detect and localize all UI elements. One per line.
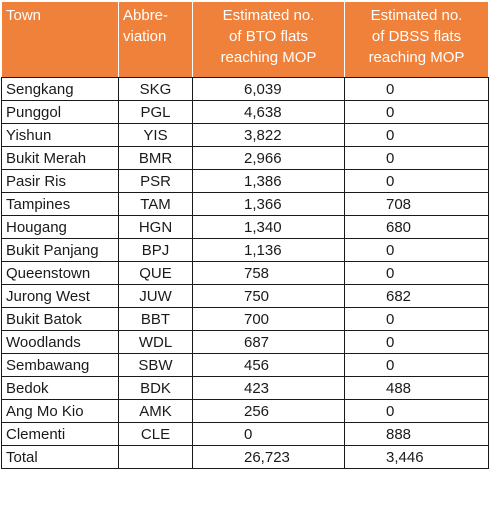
abbreviation-cell: WDL <box>118 330 193 354</box>
town-cell: Bukit Merah <box>1 146 119 170</box>
bto-flats-cell: 4,638 <box>192 100 345 124</box>
mop-flats-table: Town Abbre-viation Estimated no. of BTO f… <box>1 1 489 469</box>
dbss-flats-cell: 488 <box>344 376 489 400</box>
bto-flats-cell: 1,340 <box>192 215 345 239</box>
dbss-flats-cell: 0 <box>344 399 489 423</box>
dbss-flats-cell: 0 <box>344 100 489 124</box>
abbreviation-cell: PSR <box>118 169 193 193</box>
town-cell: Queenstown <box>1 261 119 285</box>
dbss-flats-cell: 888 <box>344 422 489 446</box>
header-town: Town <box>1 1 119 78</box>
bto-flats-cell: 687 <box>192 330 345 354</box>
table-row: Ang Mo Kio AMK 256 0 <box>1 399 489 423</box>
table-row: Clementi CLE 0 888 <box>1 422 489 446</box>
town-cell: Tampines <box>1 192 119 216</box>
abbreviation-cell <box>118 445 193 469</box>
abbreviation-cell: BBT <box>118 307 193 331</box>
abbreviation-cell: TAM <box>118 192 193 216</box>
table-row: Bukit Merah BMR 2,966 0 <box>1 146 489 170</box>
dbss-flats-cell: 0 <box>344 123 489 147</box>
bto-flats-cell: 750 <box>192 284 345 308</box>
abbreviation-cell: CLE <box>118 422 193 446</box>
abbreviation-cell: BMR <box>118 146 193 170</box>
town-cell: Sembawang <box>1 353 119 377</box>
bto-flats-cell: 1,366 <box>192 192 345 216</box>
table-row: Pasir Ris PSR 1,386 0 <box>1 169 489 193</box>
total-row: Total 26,723 3,446 <box>1 445 489 469</box>
abbreviation-cell: SBW <box>118 353 193 377</box>
abbreviation-cell: SKG <box>118 77 193 101</box>
dbss-flats-cell: 682 <box>344 284 489 308</box>
dbss-flats-cell: 0 <box>344 353 489 377</box>
bto-flats-cell: 1,386 <box>192 169 345 193</box>
town-cell: Hougang <box>1 215 119 239</box>
dbss-flats-cell: 0 <box>344 77 489 101</box>
bto-flats-cell: 256 <box>192 399 345 423</box>
table-row: Bukit Batok BBT 700 0 <box>1 307 489 331</box>
dbss-flats-cell: 0 <box>344 261 489 285</box>
header-row: Town Abbre-viation Estimated no. of BTO f… <box>1 1 489 78</box>
dbss-flats-cell: 0 <box>344 330 489 354</box>
town-cell: Pasir Ris <box>1 169 119 193</box>
dbss-flats-cell: 0 <box>344 169 489 193</box>
abbreviation-cell: AMK <box>118 399 193 423</box>
town-cell: Bedok <box>1 376 119 400</box>
dbss-flats-cell: 0 <box>344 238 489 262</box>
dbss-flats-cell: 680 <box>344 215 489 239</box>
dbss-flats-cell: 0 <box>344 146 489 170</box>
abbreviation-cell: JUW <box>118 284 193 308</box>
total-label: Total <box>1 445 119 469</box>
bto-flats-cell: 0 <box>192 422 345 446</box>
town-cell: Clementi <box>1 422 119 446</box>
town-cell: Punggol <box>1 100 119 124</box>
table-row: Jurong West JUW 750 682 <box>1 284 489 308</box>
table-row: Sengkang SKG 6,039 0 <box>1 77 489 101</box>
abbreviation-cell: PGL <box>118 100 193 124</box>
table-row: Woodlands WDL 687 0 <box>1 330 489 354</box>
bto-flats-cell: 1,136 <box>192 238 345 262</box>
table-row: Hougang HGN 1,340 680 <box>1 215 489 239</box>
abbreviation-cell: YIS <box>118 123 193 147</box>
dbss-flats-cell: 708 <box>344 192 489 216</box>
table-row: Sembawang SBW 456 0 <box>1 353 489 377</box>
town-cell: Bukit Batok <box>1 307 119 331</box>
dbss-flats-cell: 0 <box>344 307 489 331</box>
abbreviation-cell: BDK <box>118 376 193 400</box>
bto-flats-cell: 3,822 <box>192 123 345 147</box>
table-row: Bedok BDK 423 488 <box>1 376 489 400</box>
table-row: Queenstown QUE 758 0 <box>1 261 489 285</box>
town-cell: Ang Mo Kio <box>1 399 119 423</box>
header-bto-flats: Estimated no. of BTO flats reaching MOP <box>192 1 345 78</box>
town-cell: Bukit Panjang <box>1 238 119 262</box>
bto-flats-cell: 758 <box>192 261 345 285</box>
town-cell: Jurong West <box>1 284 119 308</box>
town-cell: Yishun <box>1 123 119 147</box>
town-cell: Woodlands <box>1 330 119 354</box>
table-row: Bukit Panjang BPJ 1,136 0 <box>1 238 489 262</box>
bto-flats-cell: 456 <box>192 353 345 377</box>
abbreviation-cell: BPJ <box>118 238 193 262</box>
bto-flats-cell: 26,723 <box>192 445 345 469</box>
abbreviation-cell: QUE <box>118 261 193 285</box>
table-row: Punggol PGL 4,638 0 <box>1 100 489 124</box>
table-row: Tampines TAM 1,366 708 <box>1 192 489 216</box>
bto-flats-cell: 2,966 <box>192 146 345 170</box>
abbreviation-cell: HGN <box>118 215 193 239</box>
bto-flats-cell: 423 <box>192 376 345 400</box>
header-abbreviation: Abbre-viation <box>118 1 193 78</box>
dbss-flats-cell: 3,446 <box>344 445 489 469</box>
header-dbss-flats: Estimated no. of DBSS flats reaching MOP <box>344 1 489 78</box>
bto-flats-cell: 700 <box>192 307 345 331</box>
bto-flats-cell: 6,039 <box>192 77 345 101</box>
town-cell: Sengkang <box>1 77 119 101</box>
table-row: Yishun YIS 3,822 0 <box>1 123 489 147</box>
